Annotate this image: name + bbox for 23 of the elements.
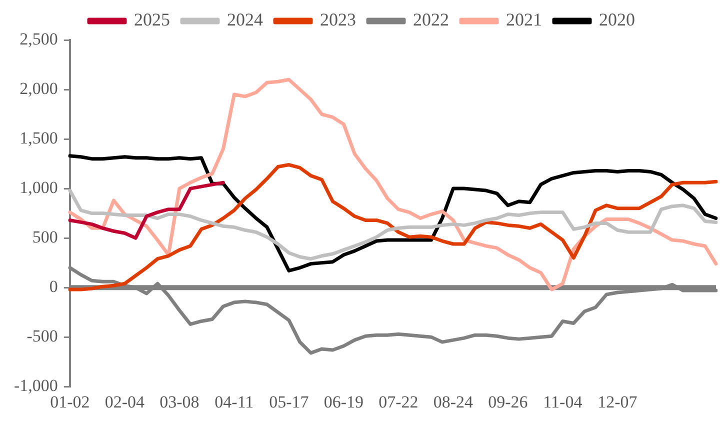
- y-tick-label: 1,000: [20, 178, 58, 198]
- legend-label: 2024: [227, 10, 263, 30]
- legend-label: 2023: [320, 10, 356, 30]
- y-tick-label: 500: [32, 228, 58, 247]
- y-tick-label: -500: [26, 326, 58, 346]
- x-tick-label: 08-24: [433, 392, 474, 412]
- x-tick-label: 12-07: [598, 392, 638, 412]
- legend-label: 2021: [506, 10, 542, 30]
- x-tick-label: 04-11: [214, 392, 254, 412]
- legend-label: 2022: [413, 10, 449, 30]
- x-tick-label: 02-04: [104, 392, 145, 412]
- x-tick-label: 11-04: [543, 392, 583, 412]
- x-tick-label: 07-22: [378, 392, 418, 412]
- x-tick-label: 03-08: [160, 392, 200, 412]
- x-tick-label: 09-26: [488, 392, 528, 412]
- x-tick-label: 05-17: [269, 392, 310, 412]
- y-tick-label: 2,000: [20, 78, 58, 98]
- legend-label: 2020: [599, 10, 635, 30]
- y-tick-label: 0: [49, 277, 58, 296]
- y-tick-label: 2,500: [20, 29, 58, 48]
- x-tick-label: 06-19: [324, 392, 364, 412]
- y-tick-label: 1,500: [20, 128, 58, 148]
- legend-label: 2025: [134, 10, 170, 30]
